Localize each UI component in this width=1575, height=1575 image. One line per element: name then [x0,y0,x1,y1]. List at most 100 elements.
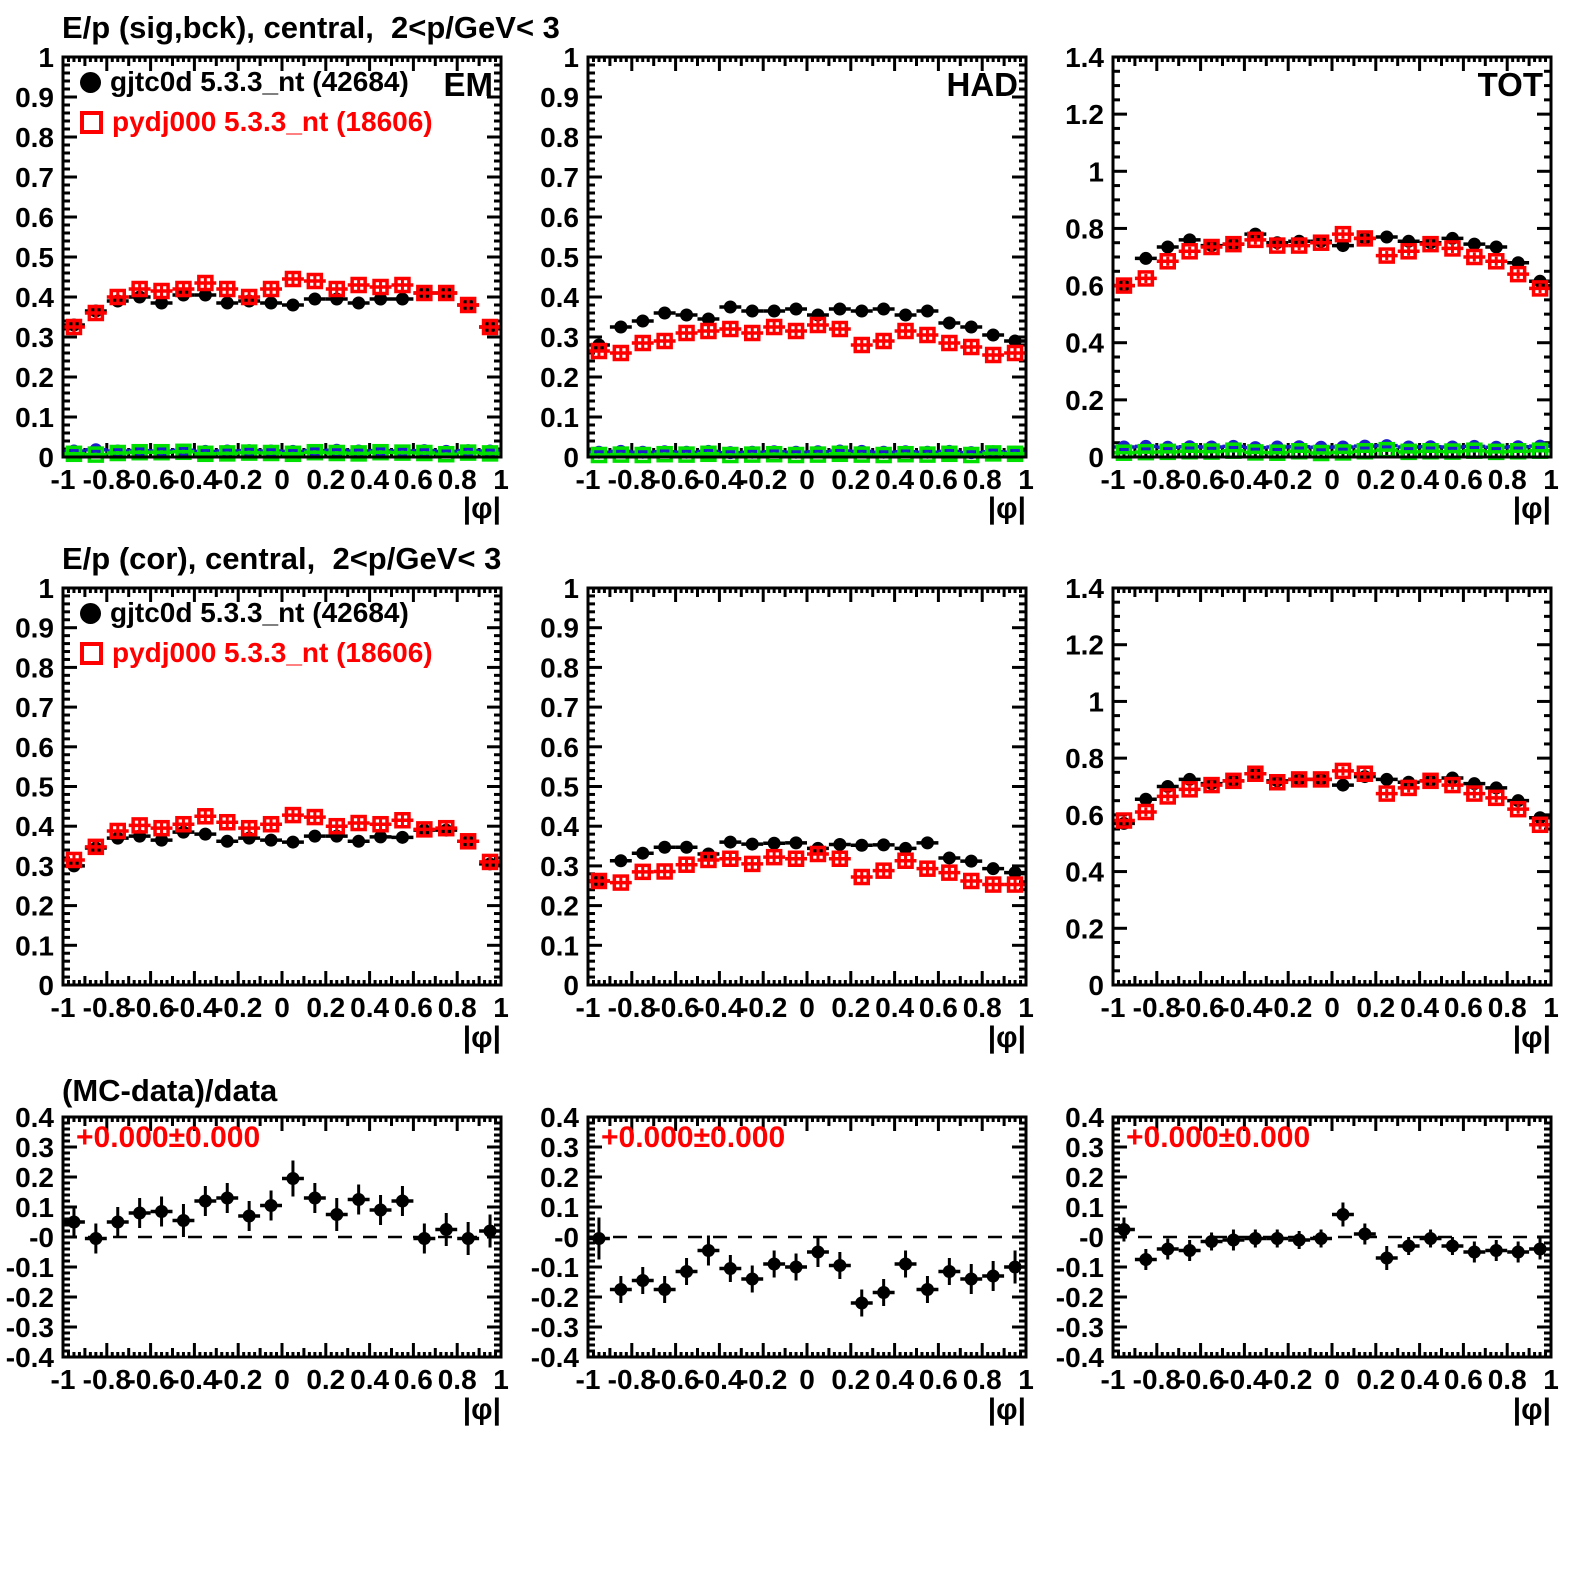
svg-text:0: 0 [274,1364,290,1395]
svg-text:-0.8: -0.8 [83,992,131,1023]
svg-text:0.6: 0.6 [394,1364,433,1395]
fit-result-annotation: +0.000±0.000 [76,1121,261,1154]
svg-text:0.2: 0.2 [15,362,54,393]
svg-text:0.8: 0.8 [15,652,54,683]
svg-text:0.4: 0.4 [1400,1364,1439,1395]
svg-text:-0.4: -0.4 [1220,992,1269,1023]
svg-text:0.8: 0.8 [1488,992,1527,1023]
svg-text:0: 0 [799,992,815,1023]
svg-text:1: 1 [1018,992,1034,1023]
svg-text:0.4: 0.4 [15,1102,54,1133]
svg-text:-0.3: -0.3 [6,1312,54,1343]
svg-text:0.2: 0.2 [1356,1364,1395,1395]
x-axis-label: |φ| [987,1021,1026,1054]
svg-text:-0.4: -0.4 [6,1342,55,1373]
ratio-em-plot: -1 -0.8-0.6-0.4-0.2 0 0.2 0.4 0.6 0.8 1-0.4-0.3… [6,1102,509,1395]
svg-text:0: 0 [38,970,54,1001]
svg-text:0.4: 0.4 [875,464,914,495]
svg-text:0: 0 [563,970,579,1001]
svg-text:-0.4: -0.4 [695,1364,744,1395]
svg-text:0.1: 0.1 [540,402,579,433]
svg-text:0: 0 [274,992,290,1023]
svg-text:0.6: 0.6 [1065,800,1104,831]
svg-text:1: 1 [38,42,54,73]
svg-text:1: 1 [38,573,54,604]
x-axis-label: |φ| [1512,1393,1551,1426]
panel-had-cor: -1 -0.8 -0.6 -0.4 -0.2 0 0.2 0.4 0.6 0.8 1 0 0.1 0.2 0… [525,525,1050,1055]
svg-text:0.2: 0.2 [1356,464,1395,495]
svg-text:0.4: 0.4 [1065,328,1104,359]
svg-text:-0: -0 [1079,1222,1104,1253]
panel-em-cor: -1 -0.8 -0.6 -0.4 -0.2 0 0.2 0.4 0.6 0.8 1 0 0.1 0.2 0… [0,525,525,1055]
panel-em-sig-bck: -1 -0.8 -0.6 -0.4 -0.2 0 0.2 0.4 0.6 0.8 1 0 0.1 0.2 0… [0,0,560,525]
svg-text:0.4: 0.4 [1065,1102,1104,1133]
svg-text:0.4: 0.4 [540,811,579,842]
legend-entry-mc: pydj000 5.3.3_nt (18606) [80,102,433,142]
svg-text:0.1: 0.1 [540,930,579,961]
svg-text:-0.8: -0.8 [608,1364,656,1395]
svg-text:0.8: 0.8 [540,122,579,153]
legend-label-data: gjtc0d 5.3.3_nt (42684) [110,66,409,97]
svg-text:-0.1: -0.1 [531,1252,579,1283]
had-sig-bck-plot: -1 -0.8-0.6-0.4-0.2 0 0.2 0.4 0.6 0.8 100.10.20… [540,42,1034,495]
svg-text:1: 1 [493,464,509,495]
svg-text:0.1: 0.1 [1065,1192,1104,1223]
filled-circle-marker-icon [80,71,101,93]
svg-text:0.8: 0.8 [963,464,1002,495]
svg-text:-0.6: -0.6 [651,1364,699,1395]
svg-text:0.9: 0.9 [540,82,579,113]
svg-text:0.4: 0.4 [15,282,54,313]
svg-text:0.6: 0.6 [540,202,579,233]
svg-text:-0.8: -0.8 [1133,1364,1181,1395]
svg-text:-1: -1 [576,992,601,1023]
svg-text:0.8: 0.8 [1065,743,1104,774]
svg-text:-0.2: -0.2 [739,992,787,1023]
svg-text:0.3: 0.3 [15,1132,54,1163]
svg-text:-0.2: -0.2 [1056,1282,1104,1313]
svg-text:1: 1 [1543,1364,1559,1395]
svg-text:0.3: 0.3 [540,322,579,353]
svg-text:1.2: 1.2 [1065,99,1104,130]
svg-text:-0.1: -0.1 [1056,1252,1104,1283]
svg-text:0.2: 0.2 [540,362,579,393]
svg-text:0.6: 0.6 [15,202,54,233]
svg-text:0.8: 0.8 [438,1364,477,1395]
svg-text:0.4: 0.4 [1400,992,1439,1023]
row-title-ratio: (MC-data)/data [62,1073,278,1108]
svg-text:1: 1 [1018,464,1034,495]
svg-text:-0.8: -0.8 [83,1364,131,1395]
em-cor-plot: -1 -0.8-0.6-0.4-0.2 0 0.2 0.4 0.6 0.8 100.10.20… [15,573,509,1023]
svg-text:-0.2: -0.2 [739,464,787,495]
panel-label-em: EM [443,66,494,103]
svg-text:-1: -1 [1101,992,1126,1023]
svg-text:0.6: 0.6 [1444,1364,1483,1395]
svg-text:-0.4: -0.4 [531,1342,580,1373]
svg-text:1: 1 [1543,464,1559,495]
panel-ratio-had: -1 -0.8 -0.6 -0.4 -0.2 0 0.2 0.4 0.6 0.8 1 -0.4 -0.3… [525,1055,1050,1575]
svg-text:-0.6: -0.6 [1176,1364,1224,1395]
x-axis-label: |φ| [987,492,1026,525]
svg-text:-0.8: -0.8 [83,464,131,495]
row-title-sig-bck: E/p (sig,bck), central, 2<p/GeV< 3 [62,10,560,45]
svg-text:0.2: 0.2 [540,1162,579,1193]
svg-text:-0.8: -0.8 [1133,992,1181,1023]
svg-text:0.4: 0.4 [540,282,579,313]
svg-text:0.6: 0.6 [15,732,54,763]
fit-result-annotation: +0.000±0.000 [1126,1121,1311,1154]
x-axis-label: |φ| [1512,1021,1551,1054]
svg-text:-0.3: -0.3 [1056,1312,1104,1343]
svg-text:-0.6: -0.6 [1176,992,1224,1023]
svg-text:0.4: 0.4 [350,1364,389,1395]
panel-tot-sig-bck: -1 -0.8 -0.6 -0.4 -0.2 0 0.2 0.4 0.6 0.8 1 0 0.2 0.4 0… [1050,0,1575,525]
svg-text:0.4: 0.4 [350,992,389,1023]
svg-text:0.7: 0.7 [15,692,54,723]
svg-text:-0: -0 [29,1222,54,1253]
legend-entry-data: gjtc0d 5.3.3_nt (42684) [80,593,433,633]
svg-text:0.6: 0.6 [1444,992,1483,1023]
svg-text:1: 1 [1088,156,1104,187]
panel-label-tot: TOT [1477,66,1543,103]
svg-text:0.5: 0.5 [540,242,579,273]
svg-text:0: 0 [274,464,290,495]
svg-text:0: 0 [1088,970,1104,1001]
